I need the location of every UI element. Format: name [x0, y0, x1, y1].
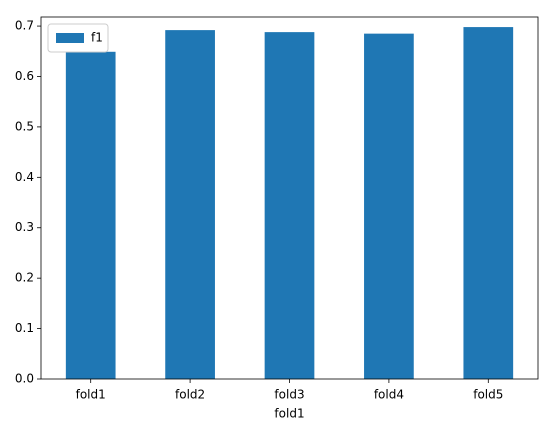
legend-label: f1: [91, 31, 103, 45]
bar: [65, 51, 116, 379]
bar: [264, 32, 315, 380]
bar: [463, 27, 514, 380]
y-tick-label: 0.0: [15, 372, 34, 386]
y-tick-label: 0.4: [15, 170, 34, 184]
x-tick-label: fold1: [76, 388, 106, 402]
x-tick-label: fold3: [274, 388, 304, 402]
x-tick-label: fold2: [175, 388, 205, 402]
y-tick-label: 0.5: [15, 119, 34, 133]
legend-swatch: [56, 33, 84, 43]
x-tick-label: fold5: [473, 388, 503, 402]
y-tick-label: 0.2: [15, 271, 34, 285]
y-tick-label: 0.1: [15, 321, 34, 335]
y-tick-label: 0.7: [15, 19, 34, 33]
bar: [364, 33, 414, 380]
axes-frame: [40, 16, 539, 380]
bar: [165, 30, 215, 379]
x-axis-label: fold1: [274, 407, 304, 421]
y-tick-label: 0.3: [15, 220, 34, 234]
y-tick-label: 0.6: [15, 69, 34, 83]
x-tick-label: fold4: [374, 388, 404, 402]
